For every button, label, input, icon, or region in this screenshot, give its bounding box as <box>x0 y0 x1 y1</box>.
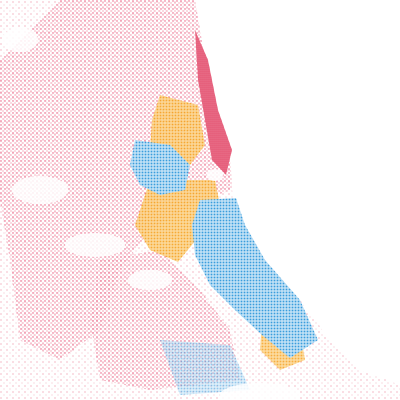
blue-area-far-south <box>160 340 250 395</box>
orange-area-southwest <box>135 180 220 262</box>
lakefront-dense <box>195 30 232 175</box>
blue-area-south <box>192 198 318 358</box>
empty-area <box>207 169 223 181</box>
empty-area <box>12 176 68 204</box>
north-west-area <box>0 0 232 360</box>
empty-area <box>65 233 125 257</box>
empty-area <box>2 28 38 52</box>
blue-area-west <box>130 140 190 195</box>
empty-areas <box>2 28 300 400</box>
empty-area <box>220 383 300 400</box>
empty-area <box>128 270 172 290</box>
